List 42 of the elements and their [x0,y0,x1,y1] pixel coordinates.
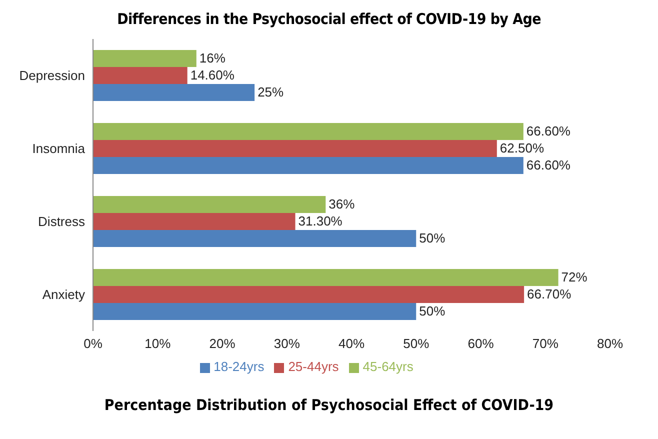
x-tick-label: 40% [338,336,365,352]
x-tick-label: 50% [403,336,430,352]
data-label: 31.30% [298,214,343,228]
data-label: 50% [419,230,446,246]
data-label: 72% [561,270,588,284]
data-label: 25% [258,84,284,100]
x-tick-label: 20% [209,336,236,352]
data-label: 16% [199,50,226,66]
data-label: 50% [419,304,446,318]
data-label: 66.70% [527,286,572,302]
y-tick-label: Anxiety [42,287,86,302]
y-tick-label: Depression [19,68,85,84]
bar [93,157,524,174]
bar [93,196,326,213]
text: Percentage Distribution of Psychosocial Effect of COVID-19 [103,396,555,414]
x-tick-label: 10% [144,336,172,352]
bar [93,230,416,247]
bar [93,140,497,157]
x-tick-label: 30% [274,336,300,352]
x-tick-label: 60% [468,336,494,352]
x-tick-label: 80% [596,336,624,352]
y-tick-label: Distress [38,214,86,230]
data-label: 66.60% [526,158,571,172]
bar [93,213,296,230]
chart-title: Differences in the Psychosocial effect of COVID-19 by Age [116,10,542,28]
data-label: 14.60% [190,68,235,82]
data-label: 62.50% [500,140,544,156]
bar [93,286,524,303]
x-tick-label: 70% [532,336,559,352]
legend-label: 18-24yrs [214,359,264,374]
bar [93,67,188,84]
x-tick-label: 0% [84,336,103,352]
data-label: 66.60% [526,124,571,138]
legend-label: 45-64yrs [362,359,414,374]
bar [93,50,196,67]
bar [93,84,255,101]
bar [93,123,524,140]
bar [93,303,416,320]
legend-label: 25-44yrs [288,359,339,374]
bar [93,269,558,286]
data-label: 36% [328,196,356,212]
y-tick-label: Insomnia [32,141,86,156]
